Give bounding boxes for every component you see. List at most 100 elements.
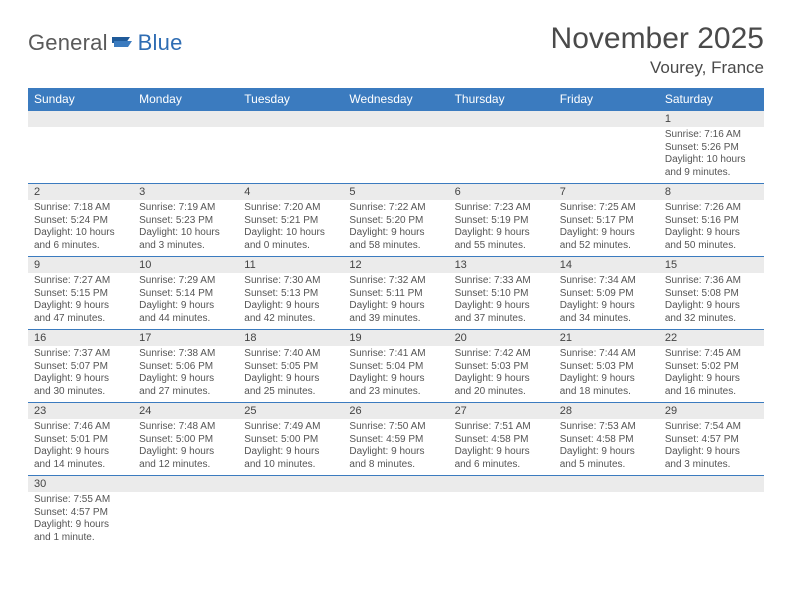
daylight1-text: Daylight: 9 hours [34, 519, 127, 532]
day-body: Sunrise: 7:50 AMSunset: 4:59 PMDaylight:… [343, 419, 448, 475]
flag-icon [112, 34, 134, 55]
daylight2-text: and 30 minutes. [34, 386, 127, 399]
sunset-text: Sunset: 4:58 PM [455, 434, 548, 447]
sunrise-text: Sunrise: 7:22 AM [349, 202, 442, 215]
day-number: 12 [343, 257, 448, 273]
weekday-header: Saturday [659, 88, 764, 111]
sunrise-text: Sunrise: 7:38 AM [139, 348, 232, 361]
daylight1-text: Daylight: 9 hours [455, 300, 548, 313]
day-number: 20 [449, 330, 554, 346]
sunrise-text: Sunrise: 7:53 AM [560, 421, 653, 434]
day-body: Sunrise: 7:38 AMSunset: 5:06 PMDaylight:… [133, 346, 238, 402]
daylight2-text: and 14 minutes. [34, 459, 127, 472]
sunrise-text: Sunrise: 7:44 AM [560, 348, 653, 361]
daylight1-text: Daylight: 9 hours [560, 446, 653, 459]
day-cell: 16Sunrise: 7:37 AMSunset: 5:07 PMDayligh… [28, 330, 133, 402]
day-body: Sunrise: 7:42 AMSunset: 5:03 PMDaylight:… [449, 346, 554, 402]
sunset-text: Sunset: 4:58 PM [560, 434, 653, 447]
daylight1-text: Daylight: 9 hours [349, 227, 442, 240]
day-number [343, 111, 448, 127]
sunrise-text: Sunrise: 7:30 AM [244, 275, 337, 288]
sunset-text: Sunset: 5:15 PM [34, 288, 127, 301]
month-title: November 2025 [551, 24, 764, 54]
calendar-page: General Blue November 2025 Vourey, Franc… [0, 0, 792, 612]
day-cell [343, 476, 448, 548]
day-cell [659, 476, 764, 548]
day-cell: 8Sunrise: 7:26 AMSunset: 5:16 PMDaylight… [659, 184, 764, 256]
day-number: 5 [343, 184, 448, 200]
day-body [133, 492, 238, 542]
title-block: November 2025 Vourey, France [551, 24, 764, 78]
sunset-text: Sunset: 5:19 PM [455, 215, 548, 228]
day-cell [133, 476, 238, 548]
day-cell: 22Sunrise: 7:45 AMSunset: 5:02 PMDayligh… [659, 330, 764, 402]
day-cell: 27Sunrise: 7:51 AMSunset: 4:58 PMDayligh… [449, 403, 554, 475]
weekday-header: Tuesday [238, 88, 343, 111]
day-number: 9 [28, 257, 133, 273]
sunrise-text: Sunrise: 7:49 AM [244, 421, 337, 434]
day-body [343, 492, 448, 542]
daylight1-text: Daylight: 9 hours [665, 446, 758, 459]
sunrise-text: Sunrise: 7:50 AM [349, 421, 442, 434]
daylight2-text: and 6 minutes. [34, 240, 127, 253]
day-cell [554, 476, 659, 548]
day-number: 7 [554, 184, 659, 200]
day-body: Sunrise: 7:16 AMSunset: 5:26 PMDaylight:… [659, 127, 764, 183]
daylight1-text: Daylight: 9 hours [244, 446, 337, 459]
sunrise-text: Sunrise: 7:36 AM [665, 275, 758, 288]
day-cell [133, 111, 238, 183]
sunset-text: Sunset: 5:03 PM [455, 361, 548, 374]
day-cell: 12Sunrise: 7:32 AMSunset: 5:11 PMDayligh… [343, 257, 448, 329]
topbar: General Blue November 2025 Vourey, Franc… [28, 24, 764, 78]
day-cell: 28Sunrise: 7:53 AMSunset: 4:58 PMDayligh… [554, 403, 659, 475]
sunset-text: Sunset: 5:20 PM [349, 215, 442, 228]
day-body [659, 492, 764, 542]
sunset-text: Sunset: 5:00 PM [244, 434, 337, 447]
day-cell: 17Sunrise: 7:38 AMSunset: 5:06 PMDayligh… [133, 330, 238, 402]
daylight2-text: and 12 minutes. [139, 459, 232, 472]
day-number: 29 [659, 403, 764, 419]
day-cell: 11Sunrise: 7:30 AMSunset: 5:13 PMDayligh… [238, 257, 343, 329]
day-cell: 10Sunrise: 7:29 AMSunset: 5:14 PMDayligh… [133, 257, 238, 329]
sunrise-text: Sunrise: 7:45 AM [665, 348, 758, 361]
day-number: 30 [28, 476, 133, 492]
daylight1-text: Daylight: 9 hours [244, 300, 337, 313]
sunrise-text: Sunrise: 7:55 AM [34, 494, 127, 507]
day-body [554, 127, 659, 177]
daylight1-text: Daylight: 9 hours [244, 373, 337, 386]
week-row: 9Sunrise: 7:27 AMSunset: 5:15 PMDaylight… [28, 257, 764, 330]
daylight1-text: Daylight: 10 hours [139, 227, 232, 240]
weekday-header: Friday [554, 88, 659, 111]
day-body: Sunrise: 7:36 AMSunset: 5:08 PMDaylight:… [659, 273, 764, 329]
day-number [659, 476, 764, 492]
daylight1-text: Daylight: 9 hours [349, 300, 442, 313]
week-row: 23Sunrise: 7:46 AMSunset: 5:01 PMDayligh… [28, 403, 764, 476]
day-body: Sunrise: 7:30 AMSunset: 5:13 PMDaylight:… [238, 273, 343, 329]
day-number: 13 [449, 257, 554, 273]
day-cell: 2Sunrise: 7:18 AMSunset: 5:24 PMDaylight… [28, 184, 133, 256]
day-body: Sunrise: 7:18 AMSunset: 5:24 PMDaylight:… [28, 200, 133, 256]
day-cell: 14Sunrise: 7:34 AMSunset: 5:09 PMDayligh… [554, 257, 659, 329]
sunrise-text: Sunrise: 7:23 AM [455, 202, 548, 215]
sunset-text: Sunset: 5:16 PM [665, 215, 758, 228]
day-number: 22 [659, 330, 764, 346]
day-cell: 15Sunrise: 7:36 AMSunset: 5:08 PMDayligh… [659, 257, 764, 329]
sunset-text: Sunset: 5:02 PM [665, 361, 758, 374]
sunset-text: Sunset: 4:57 PM [34, 507, 127, 520]
day-body: Sunrise: 7:32 AMSunset: 5:11 PMDaylight:… [343, 273, 448, 329]
sunrise-text: Sunrise: 7:25 AM [560, 202, 653, 215]
day-body [554, 492, 659, 542]
day-number: 11 [238, 257, 343, 273]
day-cell: 23Sunrise: 7:46 AMSunset: 5:01 PMDayligh… [28, 403, 133, 475]
weekday-header: Monday [133, 88, 238, 111]
day-body: Sunrise: 7:34 AMSunset: 5:09 PMDaylight:… [554, 273, 659, 329]
daylight1-text: Daylight: 9 hours [34, 446, 127, 459]
day-body: Sunrise: 7:46 AMSunset: 5:01 PMDaylight:… [28, 419, 133, 475]
day-body: Sunrise: 7:55 AMSunset: 4:57 PMDaylight:… [28, 492, 133, 548]
day-number: 3 [133, 184, 238, 200]
daylight2-text: and 47 minutes. [34, 313, 127, 326]
day-cell [343, 111, 448, 183]
week-row: 16Sunrise: 7:37 AMSunset: 5:07 PMDayligh… [28, 330, 764, 403]
logo-text-left: General [28, 30, 108, 56]
daylight1-text: Daylight: 9 hours [560, 227, 653, 240]
